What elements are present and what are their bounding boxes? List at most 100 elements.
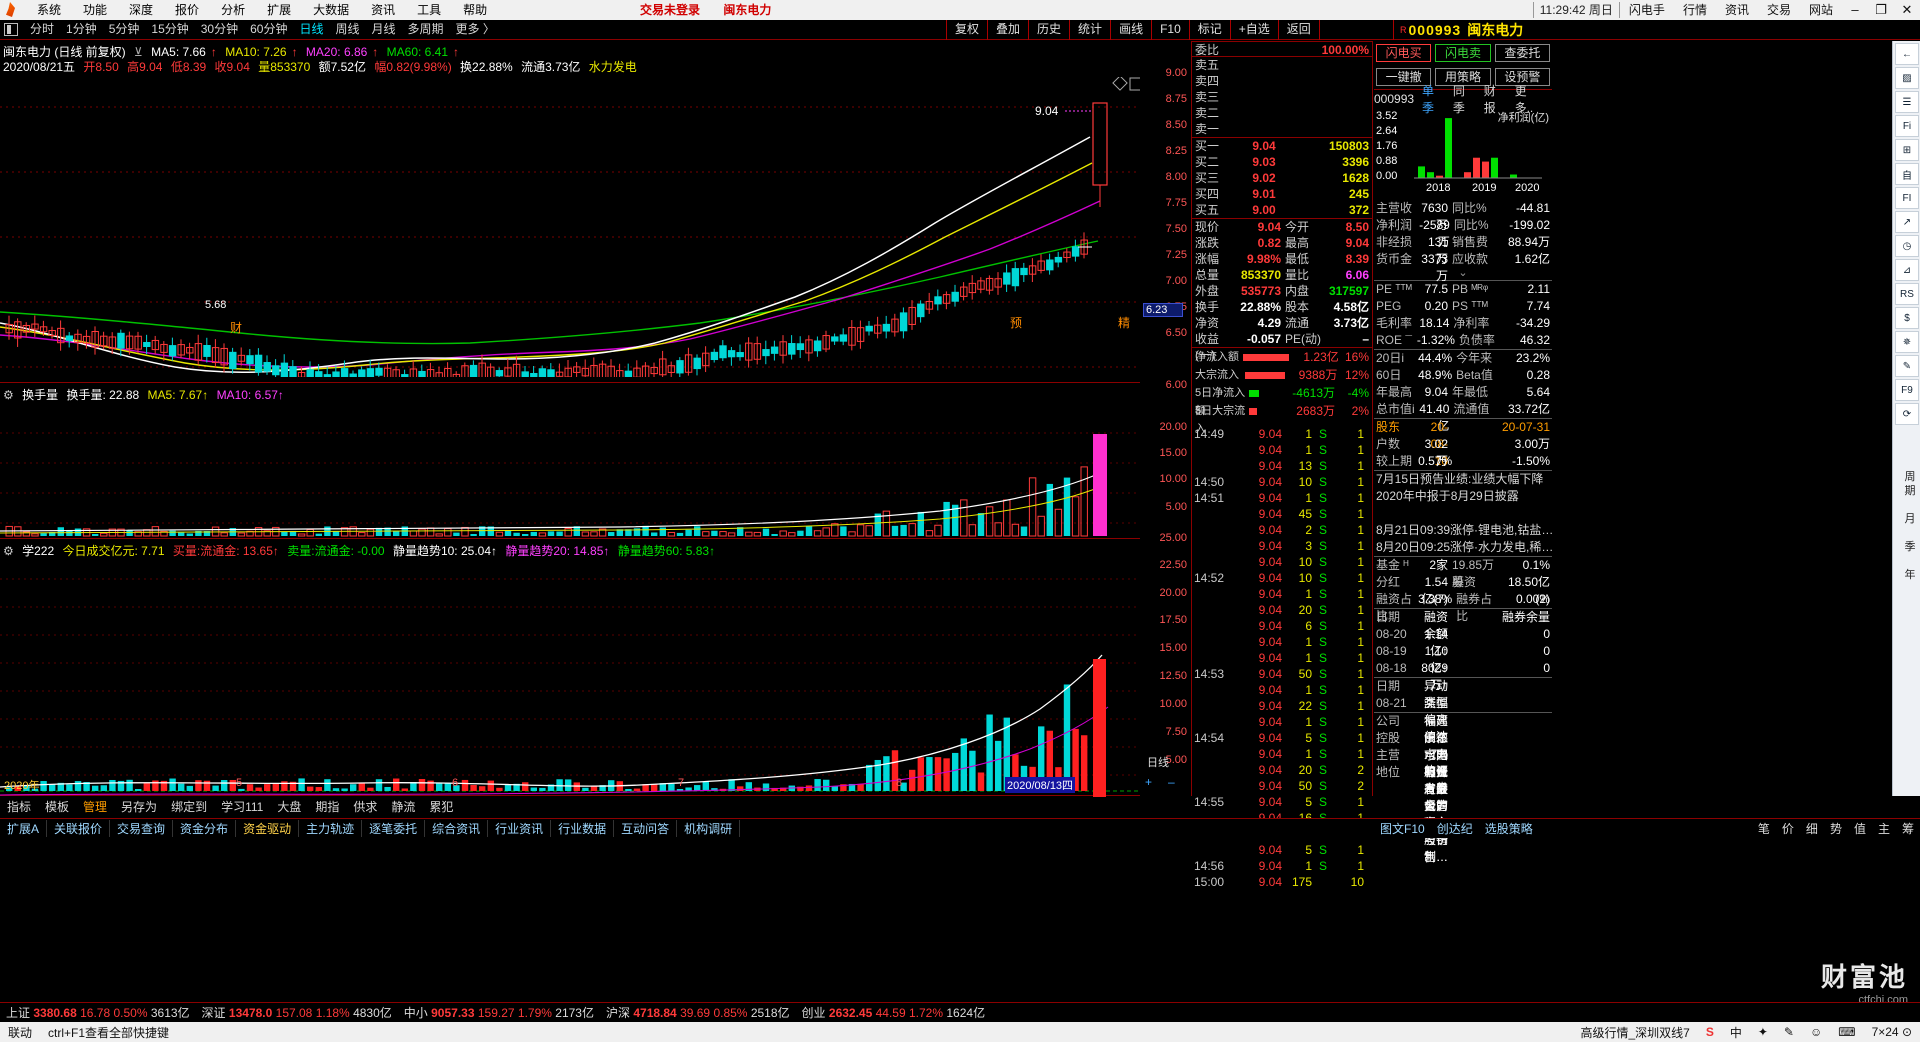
ask-row-0[interactable]: 卖五 <box>1192 57 1372 73</box>
nav-tab-0[interactable]: 扩展A <box>0 820 48 837</box>
period-15min[interactable]: 15分钟 <box>151 22 189 36</box>
tick-row-12[interactable]: 9.04 6 S 1 <box>1192 618 1372 634</box>
maximize-button[interactable]: ❐ <box>1875 2 1887 17</box>
tool-fuquan[interactable]: 复权 <box>946 20 987 40</box>
bid-row-1[interactable]: 买二 9.03 3396 <box>1192 154 1372 170</box>
ask-list[interactable]: 卖五 卖四 卖三 卖二 卖一 <box>1192 57 1372 137</box>
arrow-left-icon[interactable]: ← <box>1895 43 1919 65</box>
tick-row-20[interactable]: 9.04 1 S 1 <box>1192 746 1372 762</box>
tick-row-6[interactable]: 9.04 2 S 1 <box>1192 522 1372 538</box>
nav-tab-2[interactable]: 交易查询 <box>110 820 174 837</box>
gear-icon[interactable]: ⚙ <box>3 388 14 402</box>
index-0[interactable]: 上证 3380.68 16.78 0.50% 3613亿 <box>0 1004 196 1021</box>
ime-2[interactable]: ✎ <box>1783 1025 1794 1039</box>
tick-row-11[interactable]: 9.04 20 S 1 <box>1192 602 1372 618</box>
chart-tab-6[interactable]: 大盘 <box>277 799 302 814</box>
tool-tongji[interactable]: 统计 <box>1069 20 1110 40</box>
flash-buy-button[interactable]: 闪电买 <box>1376 44 1432 62</box>
bid-row-0[interactable]: 买一 9.04 150803 <box>1192 138 1372 154</box>
refresh-icon[interactable]: ⟳ <box>1895 403 1919 425</box>
fi-icon[interactable]: FI <box>1895 187 1919 209</box>
tick-row-8[interactable]: 9.04 10 S 1 <box>1192 554 1372 570</box>
tab-danji[interactable]: 单季 <box>1422 84 1435 115</box>
f10-footer-right-6[interactable]: 筹 <box>1901 821 1914 836</box>
chevron-down-icon-f10[interactable]: ⌄ <box>1458 267 1468 279</box>
gear-icon-2[interactable]: ⚙ <box>3 544 14 558</box>
tab-caibao[interactable]: 财报 <box>1483 84 1496 115</box>
f10-footer[interactable]: 图文F10 创达纪 选股策略 笔价细势值主筹 <box>1374 818 1920 838</box>
nav-tab-1[interactable]: 关联报价 <box>47 820 111 837</box>
ask-row-3[interactable]: 卖二 <box>1192 105 1372 121</box>
chart-tab-10[interactable]: 累犯 <box>429 799 454 814</box>
tick-row-18[interactable]: 9.04 1 S 1 <box>1192 714 1372 730</box>
chart-tab-0[interactable]: 指标 <box>7 799 32 814</box>
tick-row-9[interactable]: 14:52 9.04 10 S 1 <box>1192 570 1372 586</box>
chevron-down-icon[interactable]: ⊻ <box>134 45 143 59</box>
tool-add-self[interactable]: +自选 <box>1229 20 1278 40</box>
tick-row-15[interactable]: 14:53 9.04 50 S 1 <box>1192 666 1372 682</box>
right-item-3[interactable]: 交易 <box>1766 3 1791 17</box>
layout-toggle-icon[interactable] <box>4 23 18 36</box>
menu-item-4[interactable]: 分析 <box>221 3 246 17</box>
tick-row-13[interactable]: 9.04 1 S 1 <box>1192 634 1372 650</box>
menu-item-0[interactable]: 系统 <box>37 3 62 17</box>
volume-chart[interactable] <box>0 403 1140 538</box>
index-chart[interactable] <box>0 559 1140 829</box>
tick-row-19[interactable]: 14:54 9.04 5 S 1 <box>1192 730 1372 746</box>
f10-footer-right-2[interactable]: 细 <box>1805 821 1818 836</box>
doc-icon[interactable]: ⊞ <box>1895 139 1919 161</box>
tick-row-14[interactable]: 9.04 1 S 1 <box>1192 650 1372 666</box>
tool-huaxian[interactable]: 画线 <box>1110 20 1151 40</box>
nav-tab-7[interactable]: 综合资讯 <box>425 820 489 837</box>
chart-tab-7[interactable]: 期指 <box>315 799 340 814</box>
bid-row-3[interactable]: 买四 9.01 245 <box>1192 186 1372 202</box>
set-alert-button[interactable]: 设预警 <box>1494 68 1550 86</box>
ime-1[interactable]: ✦ <box>1757 1025 1768 1039</box>
chart-tab-8[interactable]: 供求 <box>353 799 378 814</box>
bid-row-4[interactable]: 买五 9.00 372 <box>1192 202 1372 218</box>
chart-tab-2[interactable]: 管理 <box>83 799 108 814</box>
trend-icon[interactable]: ↗ <box>1895 211 1919 233</box>
tick-row-16[interactable]: 9.04 1 S 1 <box>1192 682 1372 698</box>
right-icon-rail[interactable]: ← ▨ ☰ Fi ⊞ 自 FI ↗ ◷ ⊿ RS $ ✵ ✎ F9 ⟳ <box>1892 41 1920 796</box>
view-orders-button[interactable]: 查委托 <box>1494 44 1550 62</box>
tab-more[interactable]: 更多.. <box>1514 84 1534 115</box>
chart-bottom-tabs[interactable]: 指标 模板 管理 另存为 绑定到 学习111 大盘 期指 供求 静流 累犯 <box>0 797 1140 815</box>
chart-tab-1[interactable]: 模板 <box>45 799 70 814</box>
tool-back[interactable]: 返回 <box>1277 20 1320 40</box>
self-icon[interactable]: 自 <box>1895 163 1919 185</box>
nav-tab-8[interactable]: 行业资讯 <box>488 820 552 837</box>
period-monthly[interactable]: 月线 <box>371 22 396 36</box>
news-list[interactable]: 7月15日预告业绩:业绩大幅下降 2020年中报于8月29日披露 8月21日09:3… <box>1374 470 1552 556</box>
f10-footer-right-0[interactable]: 笔 <box>1757 821 1770 836</box>
chart-tab-3[interactable]: 另存为 <box>121 799 158 814</box>
f10-footer-right-4[interactable]: 值 <box>1853 821 1866 836</box>
menu-item-5[interactable]: 扩展 <box>267 3 292 17</box>
ask-row-1[interactable]: 卖四 <box>1192 73 1372 89</box>
period-30min[interactable]: 30分钟 <box>200 22 239 36</box>
nav-tab-4[interactable]: 资金驱动 <box>236 820 300 837</box>
bid-row-2[interactable]: 买三 9.02 1628 <box>1192 170 1372 186</box>
zoom-out-button[interactable]: – <box>1168 775 1175 789</box>
tick-row-1[interactable]: 9.04 1 S 1 <box>1192 442 1372 458</box>
nav-tab-6[interactable]: 逐笔委托 <box>362 820 426 837</box>
right-item-0[interactable]: 闪电手 <box>1628 3 1665 17</box>
zoom-in-button[interactable]: + <box>1145 775 1153 789</box>
period-multi[interactable]: 多周期 <box>407 22 444 36</box>
tick-row-4[interactable]: 14:51 9.04 1 S 1 <box>1192 490 1372 506</box>
tab-tongji[interactable]: 同季 <box>1452 84 1465 115</box>
ime-4[interactable]: ⌨ <box>1838 1025 1856 1039</box>
menu-item-9[interactable]: 帮助 <box>463 3 488 17</box>
chart-tab-9[interactable]: 静流 <box>391 799 416 814</box>
nav-tab-5[interactable]: 主力轨迹 <box>299 820 363 837</box>
tick-row-3[interactable]: 14:50 9.04 10 S 1 <box>1192 474 1372 490</box>
fin-icon[interactable]: Fi <box>1895 115 1919 137</box>
dollar-icon[interactable]: $ <box>1895 307 1919 329</box>
chart-tab-5[interactable]: 学习111 <box>221 799 264 814</box>
tool-diejia[interactable]: 叠加 <box>987 20 1028 40</box>
minimize-button[interactable]: – <box>1851 2 1859 17</box>
menu-item-6[interactable]: 大数据 <box>313 3 350 17</box>
tick-row-7[interactable]: 9.04 3 S 1 <box>1192 538 1372 554</box>
tick-row-23[interactable]: 14:55 9.04 5 S 1 <box>1192 794 1372 810</box>
clock-icon[interactable]: ◷ <box>1895 235 1919 257</box>
